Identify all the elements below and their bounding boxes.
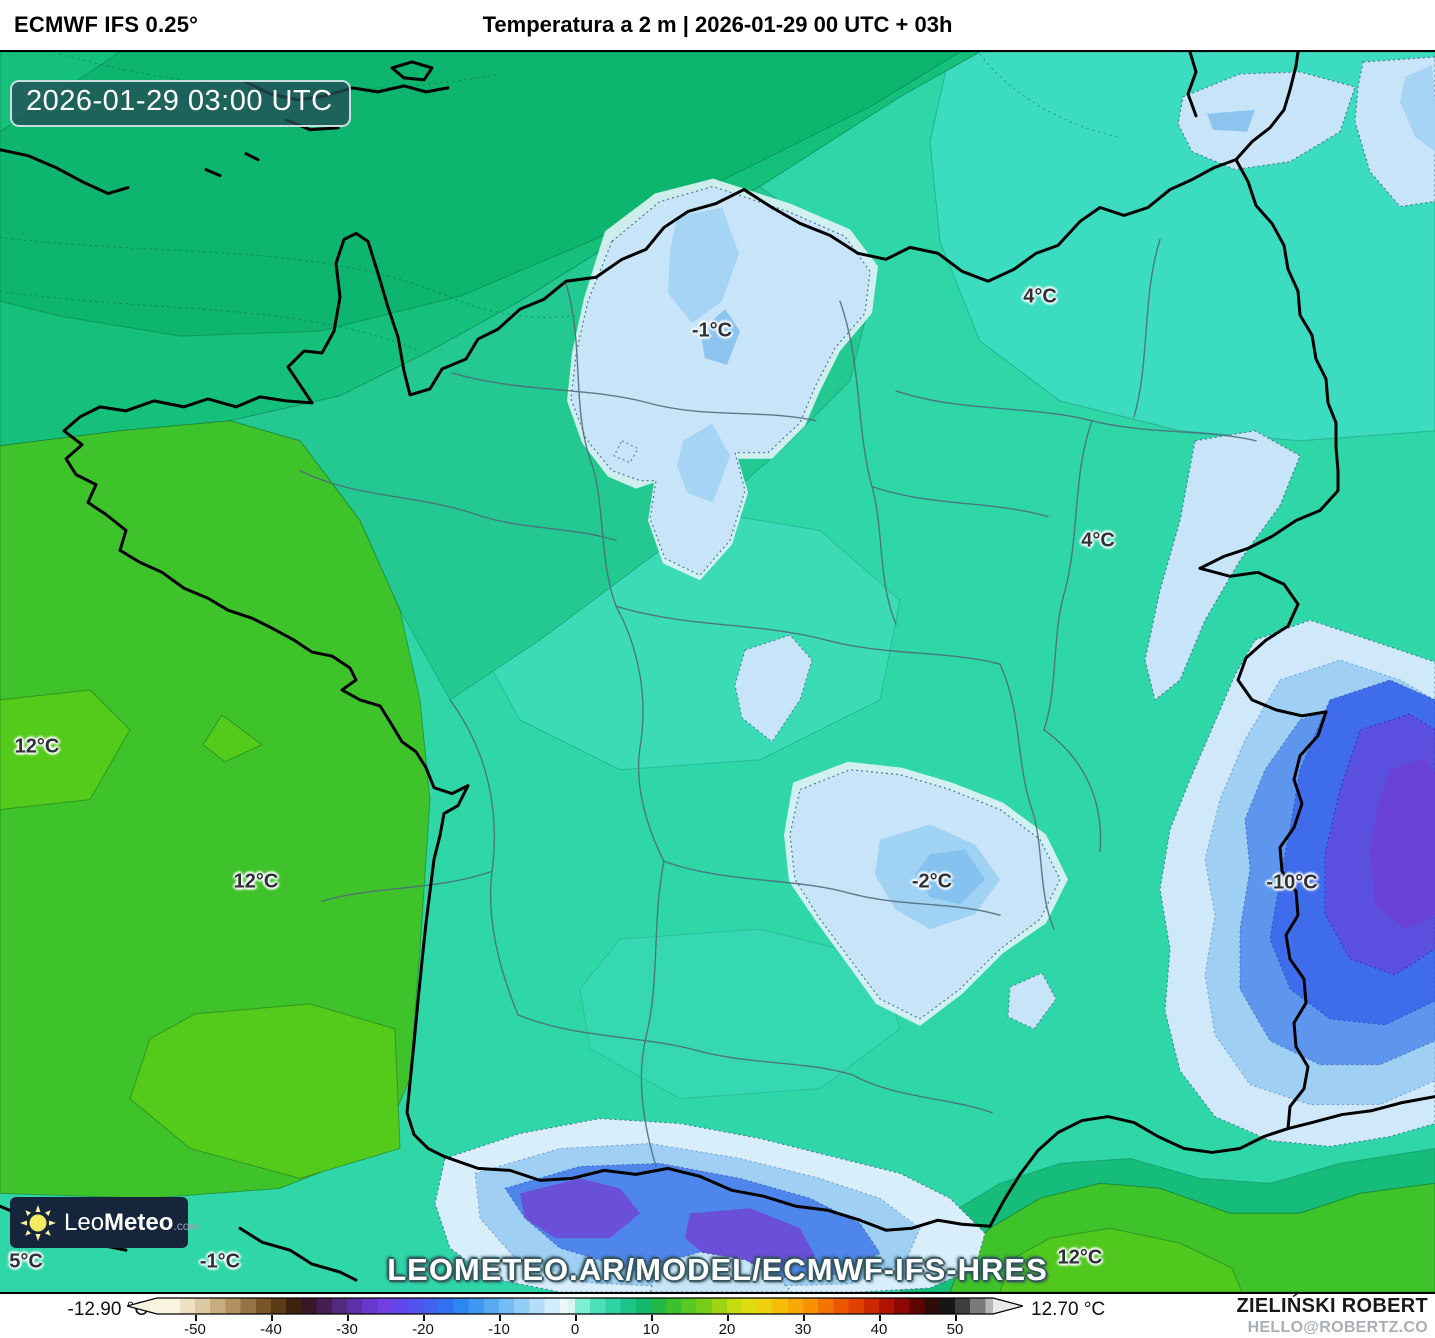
colorbar-tick <box>955 1315 957 1321</box>
colorbar-tick-label: -10 <box>488 1321 510 1338</box>
mediterranean-coast <box>988 1095 1435 1228</box>
temp-label: -10°C <box>1266 871 1318 894</box>
map-canvas <box>0 50 1435 1294</box>
alps-region <box>1159 619 1435 1148</box>
colorbar-tick <box>803 1315 805 1321</box>
pyrenees-region <box>434 1118 986 1292</box>
timestamp-badge: 2026-01-29 03:00 UTC <box>10 80 351 127</box>
colorbar-tick-label: 30 <box>794 1321 812 1338</box>
colorbar-tick-label: 40 <box>870 1321 888 1338</box>
temp-label: 4°C <box>1081 529 1115 552</box>
temp-label: -1°C <box>199 1250 241 1273</box>
colorbar-tick-label: -30 <box>336 1321 358 1338</box>
colorbar <box>127 1297 1023 1315</box>
colorbar-tick <box>879 1315 881 1321</box>
small-cold-pockets <box>613 440 1057 1030</box>
swiss-border <box>1198 566 1328 718</box>
colorbar-tick <box>195 1315 197 1321</box>
temp-label: 4°C <box>1023 285 1057 308</box>
logo-tld: .com <box>173 1218 200 1233</box>
rhine-border <box>1198 158 1340 570</box>
author-credit: ZIELIŃSKI ROBERT <box>1236 1295 1428 1317</box>
cold-pocket-north <box>567 178 878 581</box>
sun-icon <box>20 1204 56 1241</box>
watermark-url: LEOMETEO.AR/MODEL/ECMWF-IFS-HRES <box>387 1252 1048 1287</box>
model-label: ECMWF IFS 0.25° <box>14 12 199 37</box>
colorbar-tick-label: -40 <box>260 1321 282 1338</box>
colorbar-tick-label: 20 <box>718 1321 736 1338</box>
logo-leo: Leo <box>64 1208 105 1236</box>
temp-label: 5°C <box>9 1250 43 1273</box>
colorbar-min-label: -12.90 °C <box>67 1299 148 1320</box>
colorbar-tick-label: 50 <box>946 1321 964 1338</box>
colorbar-footer: -12.90 °C 12.70 °C ZIELIŃSKI ROBERT HELL… <box>0 1294 1435 1338</box>
spain-coast-2 <box>238 1226 358 1282</box>
header: ECMWF IFS 0.25° Temperatura a 2 m | 2026… <box>0 0 1435 50</box>
colorbar-tick <box>651 1315 653 1321</box>
colorbar-tick-label: 10 <box>642 1321 660 1338</box>
leometeo-logo: LeoMeteo.com <box>10 1197 199 1248</box>
cold-pockets-northeast <box>1144 56 1435 701</box>
logo-meteo: Meteo <box>104 1208 174 1236</box>
channel-island-2 <box>244 152 260 162</box>
temp-label: 12°C <box>14 735 60 758</box>
colorbar-tick-label: 0 <box>570 1321 580 1338</box>
colorbar-tick <box>423 1315 425 1321</box>
england-coast-3 <box>0 148 130 196</box>
netherlands-border <box>1186 52 1198 118</box>
temp-label: 12°C <box>1057 1246 1103 1269</box>
temp-label: -2°C <box>911 870 953 893</box>
colorbar-tick <box>727 1315 729 1321</box>
colorbar-tick-label: -20 <box>412 1321 434 1338</box>
pyrenees-border <box>442 1154 992 1232</box>
colorbar-tick <box>271 1315 273 1321</box>
belgium-border <box>742 52 1300 283</box>
italy-border <box>1278 710 1328 1131</box>
colorbar-tick <box>499 1315 501 1321</box>
temp-label: -1°C <box>691 319 733 342</box>
temp-label: 12°C <box>233 870 279 893</box>
france-atlantic-coast <box>62 188 746 1158</box>
map-title: Temperatura a 2 m | 2026-01-29 00 UTC + … <box>482 12 953 37</box>
department-borders <box>299 238 1257 1168</box>
england-island <box>390 60 434 82</box>
colorbar-tick <box>347 1315 349 1321</box>
country-coastlines <box>0 52 1435 1282</box>
colorbar-tick-label: -50 <box>184 1321 206 1338</box>
atlantic-green-regions <box>0 420 431 1199</box>
colorbar-max-label: 12.70 °C <box>1031 1299 1106 1320</box>
mediterranean-region <box>949 1182 1435 1292</box>
temperature-map-svg <box>0 52 1435 1292</box>
colorbar-tick <box>575 1315 577 1321</box>
logo-wordmark: LeoMeteo.com <box>64 1209 199 1237</box>
colorbar-bar <box>127 1297 1023 1315</box>
channel-island-1 <box>204 168 222 178</box>
contact-credit: HELLO@ROBERTZ.CO <box>1247 1319 1428 1336</box>
